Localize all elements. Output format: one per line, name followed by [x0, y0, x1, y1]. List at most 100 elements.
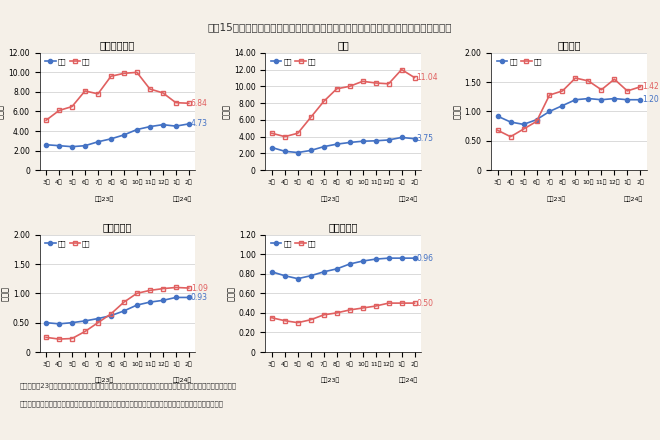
宮城 [172, 285, 180, 290]
Y-axis label: （倍）: （倍） [0, 104, 5, 119]
Title: 金属加工: 金属加工 [557, 40, 581, 51]
Text: 平成23年: 平成23年 [321, 378, 340, 383]
宮城 [294, 320, 302, 325]
宮城 [397, 301, 405, 306]
宮城 [42, 117, 50, 123]
宮城 [346, 307, 354, 312]
宮城 [94, 91, 102, 96]
宮城 [333, 86, 341, 92]
全国 [346, 261, 354, 267]
Line: 宮城: 宮城 [496, 76, 642, 139]
宮城 [585, 78, 593, 84]
Text: 平成23年: 平成23年 [95, 378, 114, 383]
全国 [320, 269, 328, 275]
全国 [494, 114, 502, 119]
Line: 全国: 全国 [496, 96, 642, 126]
Text: 資料）厚生労働省「職業安定業務統計」、宮城労働局「安定所別求人・求職バランス」より国土交通省作成: 資料）厚生労働省「職業安定業務統計」、宮城労働局「安定所別求人・求職バランス」よ… [20, 400, 224, 407]
宮城 [411, 75, 418, 80]
全国 [268, 145, 276, 150]
宮城 [268, 315, 276, 320]
Text: 平成23年: 平成23年 [95, 196, 114, 202]
Title: 食料品製造: 食料品製造 [329, 223, 358, 232]
宮城 [624, 88, 632, 94]
Legend: 全国, 宮城: 全国, 宮城 [43, 238, 92, 249]
Text: 1.20: 1.20 [642, 95, 659, 104]
全国 [358, 139, 366, 144]
宮城 [294, 131, 302, 136]
Line: 全国: 全国 [44, 122, 191, 149]
全国 [281, 149, 289, 154]
Legend: 全国, 宮城: 全国, 宮城 [494, 56, 544, 67]
全国 [133, 302, 141, 308]
宮城 [572, 75, 579, 81]
全国 [372, 138, 380, 143]
宮城 [185, 286, 193, 291]
全国 [185, 121, 193, 127]
全国 [94, 139, 102, 144]
Y-axis label: （倍）: （倍） [1, 286, 10, 301]
全国 [172, 124, 180, 129]
宮城 [120, 71, 128, 76]
全国 [94, 316, 102, 321]
宮城 [597, 87, 605, 92]
宮城 [519, 126, 527, 132]
宮城 [146, 86, 154, 92]
Text: 11.04: 11.04 [416, 73, 438, 82]
宮城 [185, 101, 193, 106]
宮城 [385, 301, 393, 306]
Line: 宮城: 宮城 [44, 70, 191, 122]
宮城 [533, 119, 541, 124]
全国 [107, 313, 115, 318]
全国 [68, 144, 76, 149]
全国 [507, 119, 515, 125]
Text: 平成24年: 平成24年 [173, 378, 192, 383]
全国 [411, 256, 418, 261]
全国 [397, 256, 405, 261]
全国 [358, 258, 366, 264]
Title: 輸送用機械: 輸送用機械 [103, 223, 132, 232]
Text: 3.75: 3.75 [416, 134, 434, 143]
Text: 0.93: 0.93 [191, 293, 208, 302]
Title: 保安: 保安 [337, 40, 349, 51]
Text: 平成23年: 平成23年 [321, 196, 340, 202]
宮城 [307, 115, 315, 120]
宮城 [346, 84, 354, 89]
全国 [42, 142, 50, 147]
全国 [519, 122, 527, 127]
Line: 宮城: 宮城 [270, 67, 416, 139]
全国 [333, 266, 341, 271]
宮城 [120, 300, 128, 305]
宮城 [333, 310, 341, 315]
Text: 6.84: 6.84 [191, 99, 208, 108]
全国 [42, 320, 50, 325]
宮城 [507, 134, 515, 139]
宮城 [358, 79, 366, 84]
宮城 [42, 335, 50, 340]
全国 [346, 140, 354, 145]
Y-axis label: （倍）: （倍） [453, 104, 461, 119]
全国 [597, 97, 605, 103]
全国 [294, 150, 302, 155]
全国 [146, 124, 154, 129]
全国 [159, 298, 167, 303]
全国 [307, 148, 315, 153]
Text: 0.96: 0.96 [416, 253, 434, 263]
Text: 平成24年: 平成24年 [173, 196, 192, 202]
Line: 全国: 全国 [270, 256, 416, 281]
宮城 [636, 84, 644, 89]
宮城 [558, 88, 566, 94]
宮城 [159, 286, 167, 291]
宮城 [397, 67, 405, 72]
全国 [159, 122, 167, 127]
Text: （注）平成23年３月の宮城県の建設躯体工事の有効求人倍率は「建設・土木作業」の分類となっているため不明: （注）平成23年３月の宮城県の建設躯体工事の有効求人倍率は「建設・土木作業」の分… [20, 383, 237, 389]
宮城 [268, 131, 276, 136]
全国 [133, 127, 141, 132]
宮城 [610, 77, 618, 82]
Line: 全国: 全国 [44, 295, 191, 326]
Line: 宮城: 宮城 [270, 301, 416, 325]
宮城 [107, 311, 115, 316]
全国 [624, 97, 632, 103]
宮城 [133, 291, 141, 296]
Text: 図表15　有効求人倍率（建設躯体工事、保安、金属加工、輸送用機械、食料品製造）: 図表15 有効求人倍率（建設躯体工事、保安、金属加工、輸送用機械、食料品製造） [208, 22, 452, 32]
全国 [107, 136, 115, 142]
